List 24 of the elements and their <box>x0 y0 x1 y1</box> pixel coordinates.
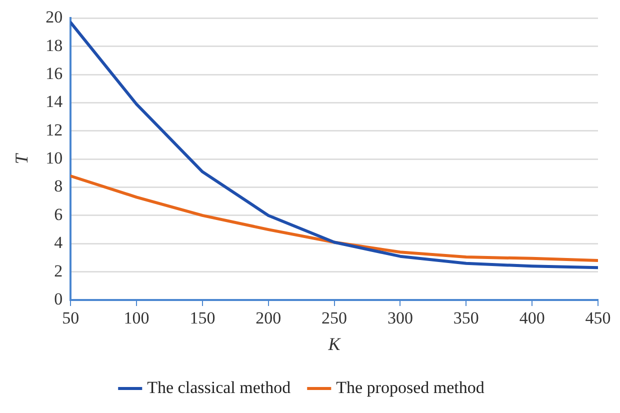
y-tick-label: 0 <box>54 289 63 308</box>
y-tick-label: 6 <box>54 204 63 224</box>
y-tick-label: 8 <box>54 176 63 196</box>
y-tick-label: 14 <box>46 92 64 112</box>
x-tick-label: 100 <box>124 308 150 328</box>
y-tick-label: 18 <box>46 36 63 55</box>
x-tick-label: 250 <box>322 308 348 328</box>
legend-label: The proposed method <box>336 378 485 397</box>
x-tick-label: 300 <box>387 308 413 328</box>
y-tick-label: 2 <box>54 261 63 280</box>
x-tick-label: 350 <box>453 308 479 328</box>
y-axis-title: T <box>12 152 32 164</box>
y-tick-label: 12 <box>46 120 63 140</box>
y-tick-label: 16 <box>46 64 63 84</box>
x-tick-label: 50 <box>62 308 80 328</box>
x-tick-label: 200 <box>256 308 282 328</box>
x-tick-label: 400 <box>519 308 545 328</box>
legend-label: The classical method <box>147 378 292 397</box>
y-tick-label: 20 <box>46 8 63 27</box>
y-tick-label: 4 <box>54 233 64 252</box>
x-tick-label: 150 <box>190 308 216 328</box>
y-tick-label: 10 <box>46 148 63 168</box>
x-tick-label: 450 <box>585 308 611 328</box>
x-axis-title: K <box>327 334 342 354</box>
